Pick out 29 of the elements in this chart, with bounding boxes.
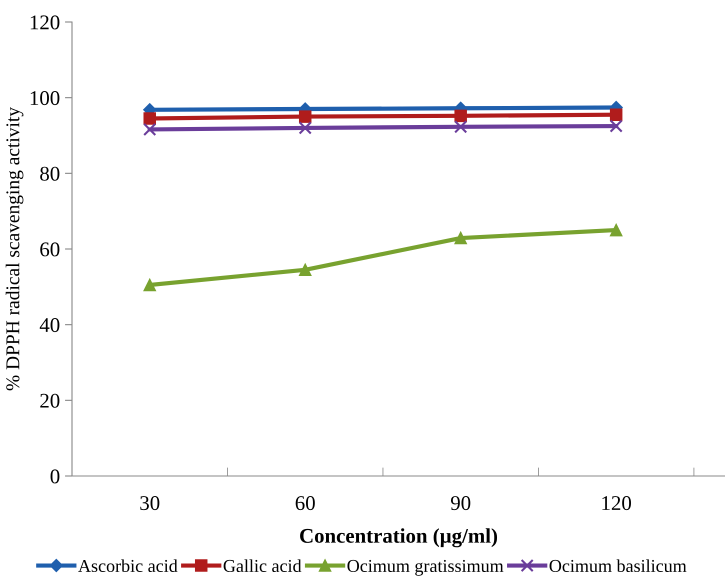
- y-tick-label: 40: [40, 318, 60, 332]
- legend-label: Gallic acid: [224, 559, 302, 572]
- legend-label: Ocimum gratissimum: [347, 560, 504, 576]
- point: [298, 264, 312, 276]
- point: [143, 122, 156, 136]
- point: [610, 119, 623, 133]
- y-tick-label: 20: [40, 394, 60, 408]
- x-tick-label: 90: [450, 496, 470, 510]
- point: [610, 108, 622, 121]
- x-tick-label: 30: [140, 496, 160, 510]
- point: [454, 110, 467, 122]
- point: [610, 224, 622, 236]
- x-tick-label: 60: [296, 496, 315, 510]
- y-tick-label: 0: [50, 469, 60, 484]
- legend-label: Ocimum basilicum: [550, 559, 686, 572]
- point: [298, 110, 312, 123]
- y-axis-title: % DPPH radical scavenging activity: [6, 107, 24, 390]
- point: [143, 278, 156, 292]
- point: [454, 120, 468, 134]
- y-tick-label: 100: [30, 91, 60, 106]
- x-tick-label: 120: [602, 496, 631, 510]
- y-tick-label: 80: [40, 166, 60, 181]
- x-axis-title: Concentration (µg/ml): [300, 528, 498, 548]
- point: [143, 112, 156, 125]
- y-tick-label: 120: [30, 15, 60, 30]
- point: [298, 121, 312, 135]
- y-tick-label: 60: [40, 242, 60, 256]
- legend-label: Ascorbic acid: [78, 559, 178, 572]
- point: [454, 232, 467, 244]
